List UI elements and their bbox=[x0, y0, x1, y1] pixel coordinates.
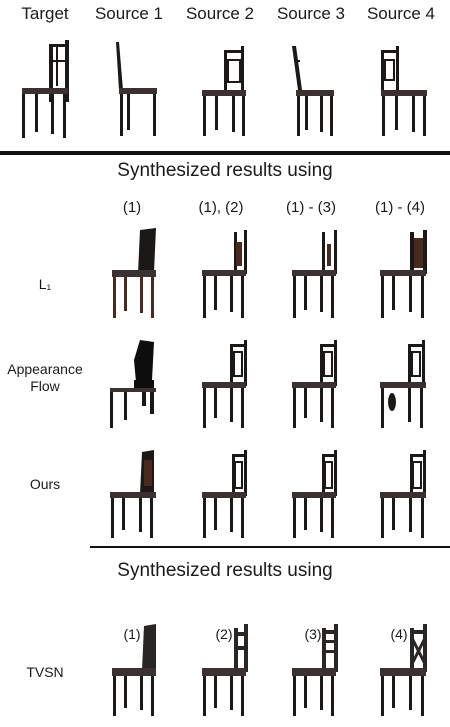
header-source-1: Source 1 bbox=[94, 4, 164, 23]
row-label-appearance-flow: Appearance Flow bbox=[7, 361, 83, 394]
header-target: Target bbox=[21, 4, 69, 23]
section1-col-2: (1), (2) bbox=[198, 199, 244, 216]
section1-col-3: (1) - (3) bbox=[286, 199, 336, 216]
section1-title: Synthesized results using bbox=[117, 160, 333, 181]
row-label-ours: Ours bbox=[29, 476, 61, 492]
section1-col-1: (1) bbox=[122, 199, 142, 216]
section2-col-2: (2) bbox=[215, 626, 233, 642]
section-divider-thick bbox=[0, 151, 450, 155]
header-source-2: Source 2 bbox=[185, 4, 255, 23]
header-source-4: Source 4 bbox=[366, 4, 436, 23]
section2-col-4: (4) bbox=[390, 626, 408, 642]
row-label-l1: L₁ bbox=[38, 276, 52, 292]
section1-col-4: (1) - (4) bbox=[375, 199, 425, 216]
row-label-tvsn: TVSN bbox=[26, 664, 64, 680]
section2-col-1: (1) bbox=[123, 626, 141, 642]
section2-col-3: (3) bbox=[304, 626, 322, 642]
section2-title: Synthesized results using bbox=[117, 560, 333, 581]
section-divider-thin bbox=[90, 546, 450, 548]
header-source-3: Source 3 bbox=[276, 4, 346, 23]
